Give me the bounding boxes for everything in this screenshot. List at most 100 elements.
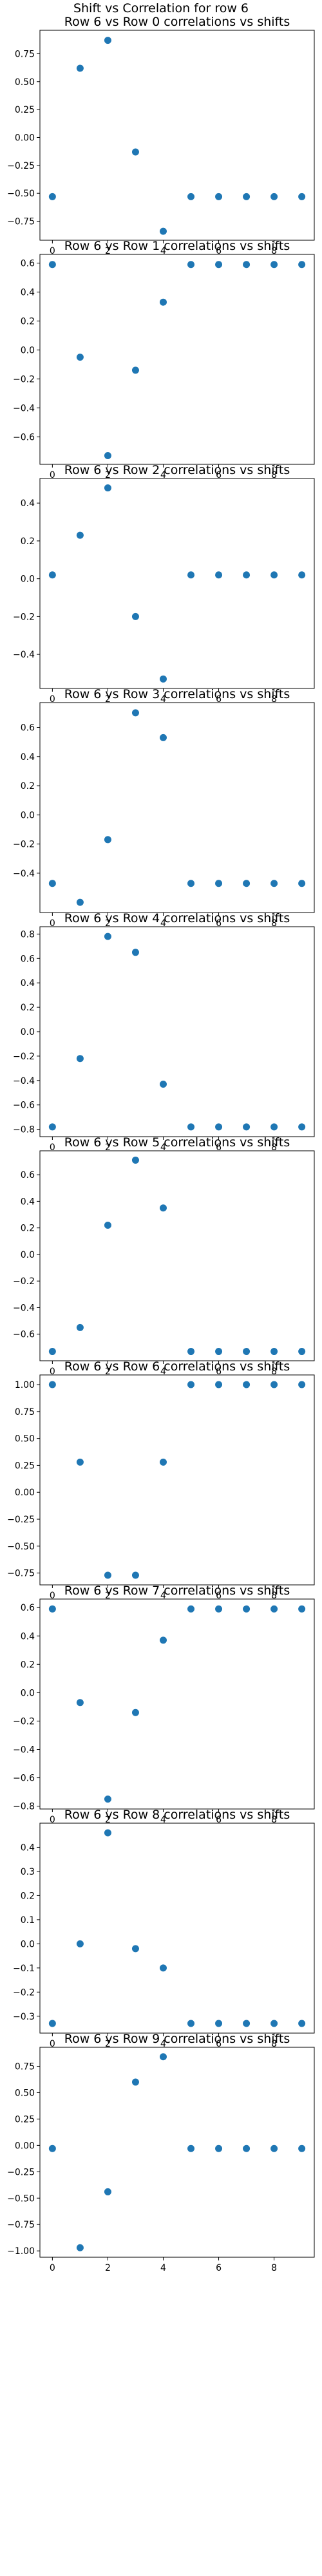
data-point (77, 1459, 84, 1466)
y-tick-label: 0.6 (21, 954, 35, 964)
data-point (104, 452, 111, 459)
data-point (104, 1795, 111, 1803)
data-point (298, 2145, 305, 2152)
data-point (298, 1348, 305, 1355)
data-point (215, 193, 222, 200)
data-point (49, 193, 56, 200)
data-point (104, 933, 111, 940)
data-point (243, 880, 250, 887)
y-tick-label: 0.25 (15, 2114, 35, 2125)
y-tick-label: 0.0 (21, 1939, 35, 1949)
data-point (132, 709, 139, 716)
y-tick-label: 0.2 (21, 316, 35, 327)
x-tick-label: 8 (271, 2263, 277, 2273)
data-point (49, 261, 56, 268)
data-point (270, 571, 278, 578)
data-point (215, 1123, 222, 1130)
chart-title-4: Row 6 vs Row 4 correlations vs shifts (64, 911, 290, 925)
data-point (187, 261, 194, 268)
y-tick-label: 0.75 (15, 2061, 35, 2072)
data-point (160, 2053, 167, 2060)
y-tick-label: 0.0 (21, 1688, 35, 1698)
y-tick-label: 0.2 (21, 1003, 35, 1013)
y-tick-label: −0.2 (13, 1716, 35, 1727)
y-tick-label: 0.2 (21, 781, 35, 791)
data-point (132, 366, 139, 374)
chart-title-9: Row 6 vs Row 9 correlations vs shifts (64, 2032, 290, 2046)
data-point (187, 1123, 194, 1130)
data-point (243, 2145, 250, 2152)
y-tick-label: 0.2 (21, 1660, 35, 1670)
data-point (160, 228, 167, 235)
data-point (104, 1829, 111, 1836)
plot-frame-8 (40, 1823, 314, 2033)
data-point (49, 2145, 56, 2152)
y-tick-label: 0.2 (21, 1891, 35, 1901)
data-point (215, 571, 222, 578)
data-point (298, 571, 305, 578)
y-tick-label: 0.00 (15, 1488, 35, 1498)
plot-frame-4 (40, 927, 314, 1137)
data-point (160, 299, 167, 306)
x-tick-label: 0 (50, 246, 55, 256)
data-point (215, 1605, 222, 1613)
x-tick-label: 0 (50, 1815, 55, 1825)
y-tick-label: 0.00 (15, 2141, 35, 2151)
data-point (77, 1055, 84, 1062)
data-point (104, 836, 111, 843)
y-tick-label: −0.6 (13, 1774, 35, 1784)
plot-frame-0 (40, 30, 314, 240)
data-point (132, 2079, 139, 2086)
data-point (132, 949, 139, 956)
y-tick-label: −0.4 (13, 1745, 35, 1755)
data-point (104, 37, 111, 44)
y-tick-label: 0.2 (21, 536, 35, 547)
x-tick-label: 0 (50, 1142, 55, 1153)
data-point (270, 880, 278, 887)
y-tick-label: −0.8 (13, 1802, 35, 1812)
chart-title-3: Row 6 vs Row 3 correlations vs shifts (64, 687, 290, 701)
x-tick-label: 0 (50, 2039, 55, 2049)
y-tick-label: −0.4 (13, 869, 35, 879)
x-tick-label: 0 (50, 918, 55, 929)
y-tick-label: −0.4 (13, 1076, 35, 1086)
data-point (270, 1123, 278, 1130)
data-point (215, 1381, 222, 1388)
y-tick-label: −0.2 (13, 1276, 35, 1287)
y-tick-label: 0.6 (21, 723, 35, 733)
x-tick-label: 6 (216, 2263, 222, 2273)
data-point (49, 1381, 56, 1388)
data-point (243, 1381, 250, 1388)
y-tick-label: 0.50 (15, 2088, 35, 2098)
data-point (132, 149, 139, 156)
data-point (270, 1348, 278, 1355)
y-tick-label: −0.3 (13, 2012, 35, 2022)
y-tick-label: 0.50 (15, 1434, 35, 1444)
x-tick-label: 0 (50, 2263, 55, 2273)
data-point (77, 1699, 84, 1706)
data-point (298, 1381, 305, 1388)
data-point (243, 193, 250, 200)
data-point (160, 1081, 167, 1088)
y-tick-label: 0.0 (21, 1027, 35, 1037)
data-point (187, 2145, 194, 2152)
y-tick-label: −0.2 (13, 1052, 35, 1062)
y-tick-label: −0.1 (13, 1964, 35, 1974)
y-tick-label: 0.1 (21, 1915, 35, 1926)
y-tick-label: −0.8 (13, 1125, 35, 1135)
data-point (160, 1459, 167, 1466)
y-tick-label: 0.0 (21, 1250, 35, 1260)
y-tick-label: −0.2 (13, 612, 35, 622)
data-point (77, 899, 84, 906)
y-tick-label: −0.25 (7, 161, 35, 171)
y-tick-label: 0.4 (21, 978, 35, 989)
data-point (215, 2145, 222, 2152)
data-point (77, 354, 84, 361)
data-point (270, 2020, 278, 2027)
y-tick-label: −0.6 (13, 1330, 35, 1340)
plot-frame-9 (40, 2047, 314, 2257)
x-tick-label: 0 (50, 470, 55, 480)
data-point (132, 1945, 139, 1952)
data-point (243, 571, 250, 578)
y-tick-label: −0.2 (13, 374, 35, 384)
